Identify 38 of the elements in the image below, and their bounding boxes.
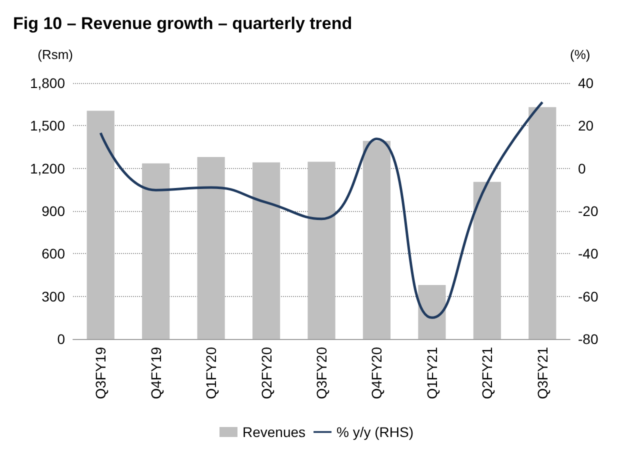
bar [362,140,391,339]
bar [528,107,556,339]
legend-label: Revenues [242,424,306,440]
y2-tick-label: 20 [578,118,594,134]
x-tick-label: Q2FY20 [258,346,274,400]
x-tick-label: Q3FY19 [92,346,109,400]
y-tick-label: 1,800 [30,75,66,91]
y-tick-label: 300 [42,288,66,304]
y2-tick-label: -20 [578,203,598,219]
x-tick-label: Q3FY20 [314,346,330,400]
x-tick-label: Q4FY20 [368,346,385,400]
bar [418,284,446,339]
bar [252,162,280,339]
y-tick-label: 900 [42,203,66,219]
bar [86,110,114,339]
y2-tick-label: -80 [578,331,598,347]
bar [308,162,336,339]
x-tick-label: Q3FY21 [534,346,550,400]
legend-label: % y/y (RHS) [336,424,414,440]
bar [197,156,225,339]
y-tick-label: 1,500 [30,118,66,134]
x-tick-label: Q1FY21 [424,346,440,400]
y2-tick-label: 0 [578,160,586,176]
bar [473,182,501,339]
y2-tick-label: -40 [578,246,598,262]
y2-tick-label: 40 [578,75,594,91]
bar [142,163,170,339]
y2-tick-label: -60 [578,288,598,304]
y-axis-title: (Rsm) [38,47,73,62]
y2-axis-title: (%) [570,47,590,62]
x-tick-label: Q2FY21 [479,346,496,400]
x-tick-label: Q4FY19 [148,346,164,400]
chart-title: Fig 10 – Revenue growth – quarterly trend [13,14,352,33]
x-tick-label: Q1FY20 [203,346,220,400]
y-tick-label: 1,200 [30,160,66,176]
y-tick-label: 600 [42,246,66,262]
y-tick-label: 0 [57,331,66,347]
line-series [99,100,544,319]
